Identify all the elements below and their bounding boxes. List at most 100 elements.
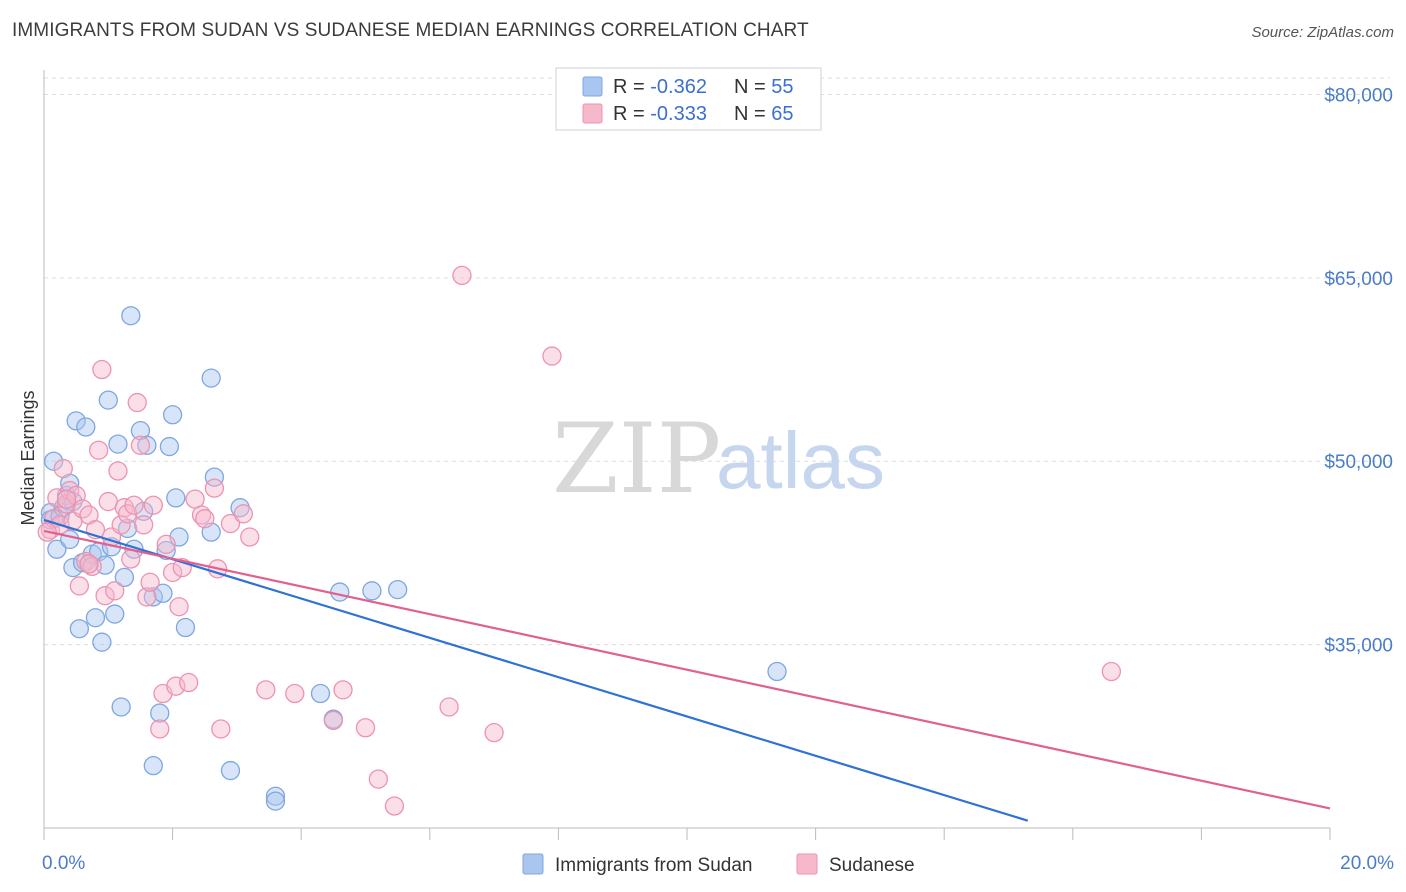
legend-n-label-2: N =	[734, 103, 771, 125]
point-sudanese	[69, 576, 90, 596]
point-sudanese	[134, 515, 154, 535]
point-sudan	[153, 583, 173, 603]
point-sudan	[92, 632, 112, 652]
series-legend-swatch-pink	[796, 853, 818, 875]
gridlines	[44, 77, 1390, 646]
point-sudan	[98, 390, 118, 410]
point-sudanese	[137, 587, 157, 607]
point-sudan	[330, 582, 350, 602]
point-sudan	[204, 467, 225, 487]
point-sudanese	[95, 586, 115, 606]
point-sudanese	[368, 769, 389, 789]
y-tick-label: $65,000	[1324, 269, 1393, 290]
chart-source: Source: ZipAtlas.com	[1251, 24, 1394, 41]
point-sudan	[162, 405, 183, 425]
point-sudan	[166, 488, 186, 508]
point-sudanese	[105, 581, 125, 601]
point-sudan	[108, 434, 128, 454]
legend-n-label-1: N =	[734, 76, 771, 98]
point-sudanese	[211, 719, 231, 739]
point-sudan	[767, 661, 787, 682]
watermark-atlas: atlas	[716, 416, 885, 505]
x-tick-label-min: 0.0%	[42, 853, 85, 874]
legend-n-value-2: 65	[771, 103, 793, 125]
point-sudanese	[240, 527, 260, 547]
point-sudanese	[53, 458, 73, 479]
y-tick-label: $50,000	[1324, 452, 1393, 473]
y-tick-labels: $35,000 $50,000 $65,000 $80,000	[1324, 85, 1393, 656]
legend-r-value-1: -0.362	[650, 76, 707, 98]
point-sudan	[220, 760, 241, 781]
chart-title: IMMIGRANTS FROM SUDAN VS SUDANESE MEDIAN…	[12, 20, 809, 41]
point-sudan	[47, 539, 67, 559]
point-sudan	[175, 617, 196, 638]
point-sudanese	[82, 556, 102, 577]
point-sudan	[362, 581, 382, 601]
legend-row-1: R = -0.362 N = 55	[613, 76, 794, 98]
point-sudan	[69, 619, 90, 639]
point-sudan	[121, 306, 141, 326]
series-legend-label-blue: Immigrants from Sudan	[555, 855, 752, 876]
trendlines	[43, 518, 1331, 822]
watermark: ZIP atlas	[552, 403, 885, 515]
point-sudan	[143, 755, 163, 776]
point-sudan	[150, 703, 170, 723]
point-sudan	[105, 604, 125, 624]
point-sudan	[265, 786, 286, 806]
point-sudanese	[1101, 661, 1122, 682]
point-sudan	[143, 587, 163, 607]
point-sudanese	[127, 392, 147, 413]
point-sudan	[387, 579, 408, 600]
legend-r-label-2: R =	[613, 103, 650, 125]
point-sudanese	[169, 597, 189, 617]
point-sudanese	[256, 680, 276, 700]
point-sudanese	[384, 796, 405, 816]
point-sudanese	[195, 509, 215, 529]
point-sudan	[111, 697, 131, 717]
x-tick-label-max: 20.0%	[1340, 853, 1394, 874]
point-sudanese	[333, 680, 353, 700]
point-sudanese	[323, 710, 344, 731]
series-legend: Immigrants from Sudan Sudanese	[522, 853, 915, 876]
point-sudanese	[285, 683, 305, 704]
point-sudanese	[98, 491, 118, 512]
point-sudanese	[56, 489, 77, 509]
point-sudanese	[79, 554, 99, 574]
point-sudanese	[191, 505, 212, 525]
axes	[43, 70, 1331, 840]
legend-swatch-pink	[582, 103, 603, 124]
point-sudanese	[156, 534, 176, 555]
point-sudan	[310, 683, 331, 704]
point-sudanese	[484, 722, 504, 743]
point-sudanese	[121, 549, 141, 569]
legend-r-value-2: -0.333	[650, 103, 707, 125]
series-sudanese	[37, 265, 1122, 816]
point-sudanese	[143, 495, 163, 515]
legend-n-value-1: 55	[771, 76, 793, 98]
point-sudanese	[204, 478, 225, 498]
point-sudanese	[124, 495, 144, 515]
watermark-zip: ZIP	[552, 403, 721, 515]
point-sudanese	[439, 697, 459, 717]
point-sudanese	[179, 672, 199, 693]
trendline-sudanese	[43, 529, 1331, 810]
legend-row-2: R = -0.333 N = 65	[613, 103, 794, 125]
point-sudanese	[150, 719, 170, 739]
point-sudan	[159, 436, 180, 457]
point-sudanese	[162, 562, 183, 583]
point-sudan	[76, 417, 96, 437]
legend-r-label-1: R =	[613, 76, 650, 98]
point-sudan	[137, 435, 157, 455]
point-sudan	[114, 567, 135, 588]
series-immigrants-from-sudan	[40, 306, 787, 811]
trendline-sudan	[43, 518, 1029, 822]
point-sudanese	[108, 461, 128, 481]
point-sudanese	[355, 718, 376, 738]
y-tick-label: $80,000	[1324, 85, 1393, 106]
point-sudanese	[89, 440, 109, 460]
point-sudanese	[130, 435, 151, 455]
point-sudanese	[220, 513, 241, 534]
series-legend-label-pink: Sudanese	[829, 855, 915, 876]
y-tick-label: $35,000	[1324, 636, 1393, 657]
